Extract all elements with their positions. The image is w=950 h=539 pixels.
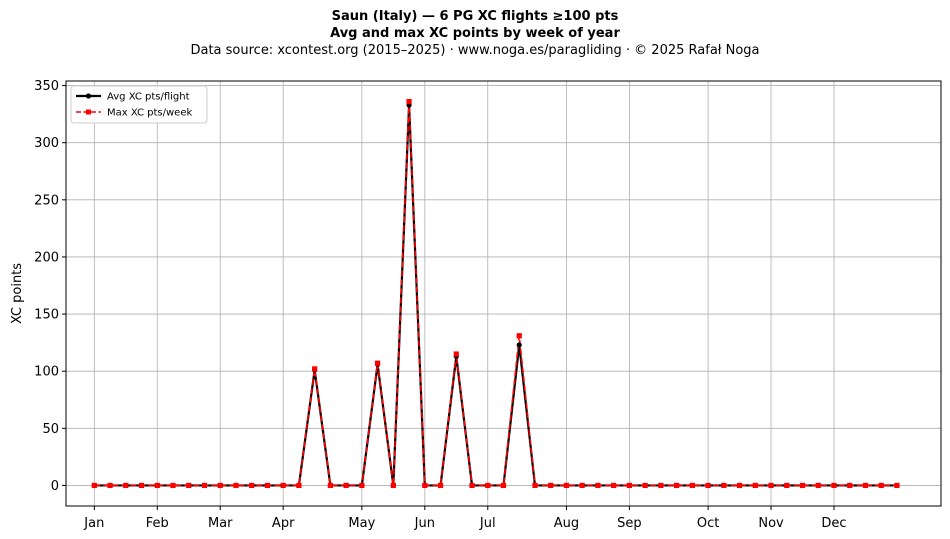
legend: Avg XC pts/flight Max XC pts/week	[70, 85, 208, 124]
x-tick-label: Nov	[758, 516, 784, 531]
legend-swatch-marker	[85, 93, 92, 99]
max-point	[626, 482, 632, 489]
max-point	[516, 333, 522, 339]
y-tick-label: 350	[34, 79, 59, 94]
max-point	[422, 482, 428, 489]
max-point	[201, 482, 208, 489]
max-point	[831, 482, 837, 489]
max-point	[437, 482, 444, 489]
max-point	[689, 482, 695, 489]
max-point	[595, 482, 601, 489]
y-tick-label: 250	[34, 193, 59, 208]
max-point	[375, 360, 381, 366]
max-point	[233, 482, 239, 489]
max-point	[170, 482, 176, 489]
x-tick-label: Oct	[697, 516, 719, 531]
max-point	[768, 482, 774, 489]
max-point	[611, 482, 617, 489]
max-point	[343, 482, 349, 489]
x-tick-label: Aug	[554, 516, 579, 531]
max-point	[327, 482, 333, 489]
max-point	[674, 482, 680, 489]
y-tick-label: 150	[34, 308, 59, 323]
max-point	[138, 482, 145, 489]
max-point	[563, 482, 570, 489]
y-axis-ticks: 0 50 100 150 200 250 300 350	[34, 79, 66, 494]
y-tick-label: 300	[34, 136, 59, 151]
max-point	[815, 482, 821, 489]
max-point	[453, 351, 459, 357]
max-point	[862, 482, 869, 489]
series-line-1	[94, 100, 897, 487]
x-tick-label: Apr	[272, 516, 295, 531]
max-point	[721, 482, 727, 489]
legend-label: Max XC pts/week	[107, 108, 192, 119]
max-point	[107, 482, 113, 489]
grid-lines	[66, 81, 941, 506]
y-tick-label: 100	[34, 365, 59, 380]
series-lines	[94, 100, 897, 487]
max-point	[264, 482, 271, 489]
max-point	[359, 482, 365, 489]
max-point	[705, 482, 711, 489]
x-tick-label: Jan	[83, 516, 104, 531]
legend-swatch-marker	[86, 109, 91, 115]
series-markers	[91, 98, 900, 489]
max-point	[658, 482, 664, 489]
max-point	[406, 98, 412, 105]
x-tick-label: Feb	[146, 516, 169, 531]
max-point	[532, 482, 538, 489]
max-point	[123, 482, 129, 489]
x-tick-label: Sep	[617, 516, 642, 531]
max-point	[548, 482, 554, 489]
y-tick-label: 0	[51, 479, 59, 494]
y-tick-label: 200	[34, 250, 59, 265]
chart-subtitle: Avg and max XC points by week of year	[330, 26, 620, 41]
x-tick-label: Jun	[414, 516, 435, 531]
max-point	[485, 482, 491, 489]
x-tick-label: Dec	[821, 516, 846, 531]
max-point	[296, 482, 302, 489]
max-point	[390, 482, 396, 489]
max-point	[642, 482, 648, 489]
max-point	[249, 482, 255, 489]
x-tick-label: May	[348, 516, 375, 531]
max-point	[847, 482, 853, 489]
max-point	[752, 482, 758, 489]
plot-frame	[65, 80, 942, 507]
max-point	[736, 482, 743, 489]
max-point	[500, 482, 507, 489]
legend-box	[70, 85, 208, 124]
max-point	[784, 482, 790, 489]
max-point	[894, 482, 900, 489]
y-tick-label: 50	[42, 422, 59, 437]
chart-title: Saun (Italy) — 6 PG XC flights ≥100 pts	[331, 9, 619, 24]
max-point	[154, 482, 160, 489]
x-tick-label: Jul	[479, 516, 496, 531]
max-point	[186, 482, 192, 489]
max-point	[469, 482, 475, 489]
max-point	[312, 366, 318, 372]
data-source-line: Data source: xcontest.org (2015–2025) · …	[190, 43, 760, 58]
x-tick-label: Mar	[208, 516, 233, 531]
max-point	[579, 482, 585, 489]
x-axis-ticks: Jan Feb Mar Apr May Jun Jul Aug Sep Oct Nov Dec	[83, 506, 847, 531]
max-point	[280, 482, 286, 489]
max-point	[217, 482, 223, 489]
avg-point	[516, 342, 522, 348]
max-point	[799, 482, 806, 489]
max-point	[878, 482, 884, 489]
y-axis-label: XC points	[10, 263, 25, 324]
legend-label: Avg XC pts/flight	[107, 92, 190, 103]
max-point	[91, 482, 97, 489]
